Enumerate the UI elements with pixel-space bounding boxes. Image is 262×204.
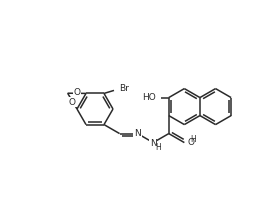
Text: O: O [187,138,194,147]
Text: H: H [190,135,196,144]
Text: HO: HO [142,93,156,102]
Text: O: O [73,88,80,97]
Text: N: N [150,139,157,148]
Text: Br: Br [119,84,129,93]
Text: N: N [134,129,141,138]
Text: H: H [155,143,161,152]
Text: O: O [69,98,76,107]
